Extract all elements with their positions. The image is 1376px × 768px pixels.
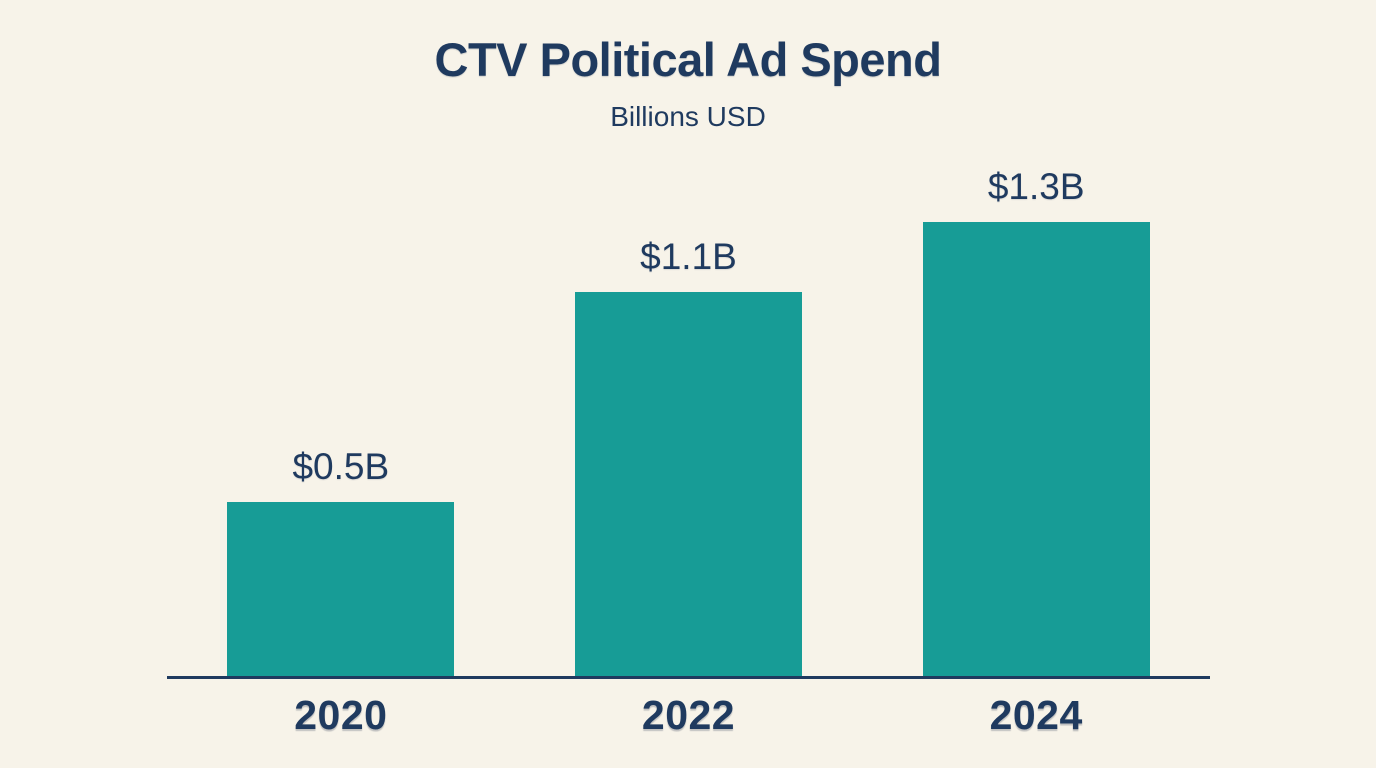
bar-chart: $0.5B $1.1B $1.3B 2020 2022 2024: [167, 166, 1210, 738]
bar-2020: [227, 502, 455, 677]
bar-2022: [575, 292, 802, 677]
bar-value-label: $1.3B: [987, 166, 1085, 207]
x-tick-label: 2022: [641, 692, 736, 738]
x-axis-labels: 2020 2022 2024: [167, 692, 1210, 739]
chart-title: CTV Political Ad Spend: [434, 33, 942, 86]
bar-column: $1.1B: [515, 236, 863, 677]
x-tick-label: 2024: [989, 692, 1083, 738]
x-tick-label: 2020: [294, 692, 388, 738]
bar-value-label: $0.5B: [292, 446, 390, 487]
bar-2024: [922, 222, 1150, 677]
bar-value-label: $1.1B: [640, 236, 737, 277]
bar-column: $0.5B: [167, 446, 515, 677]
x-axis-line: [167, 676, 1210, 679]
bar-columns: $0.5B $1.1B $1.3B: [167, 166, 1210, 677]
bar-column: $1.3B: [862, 166, 1210, 677]
chart-header: CTV Political Ad Spend Billions USD: [0, 32, 1376, 133]
chart-subtitle: Billions USD: [610, 101, 766, 132]
